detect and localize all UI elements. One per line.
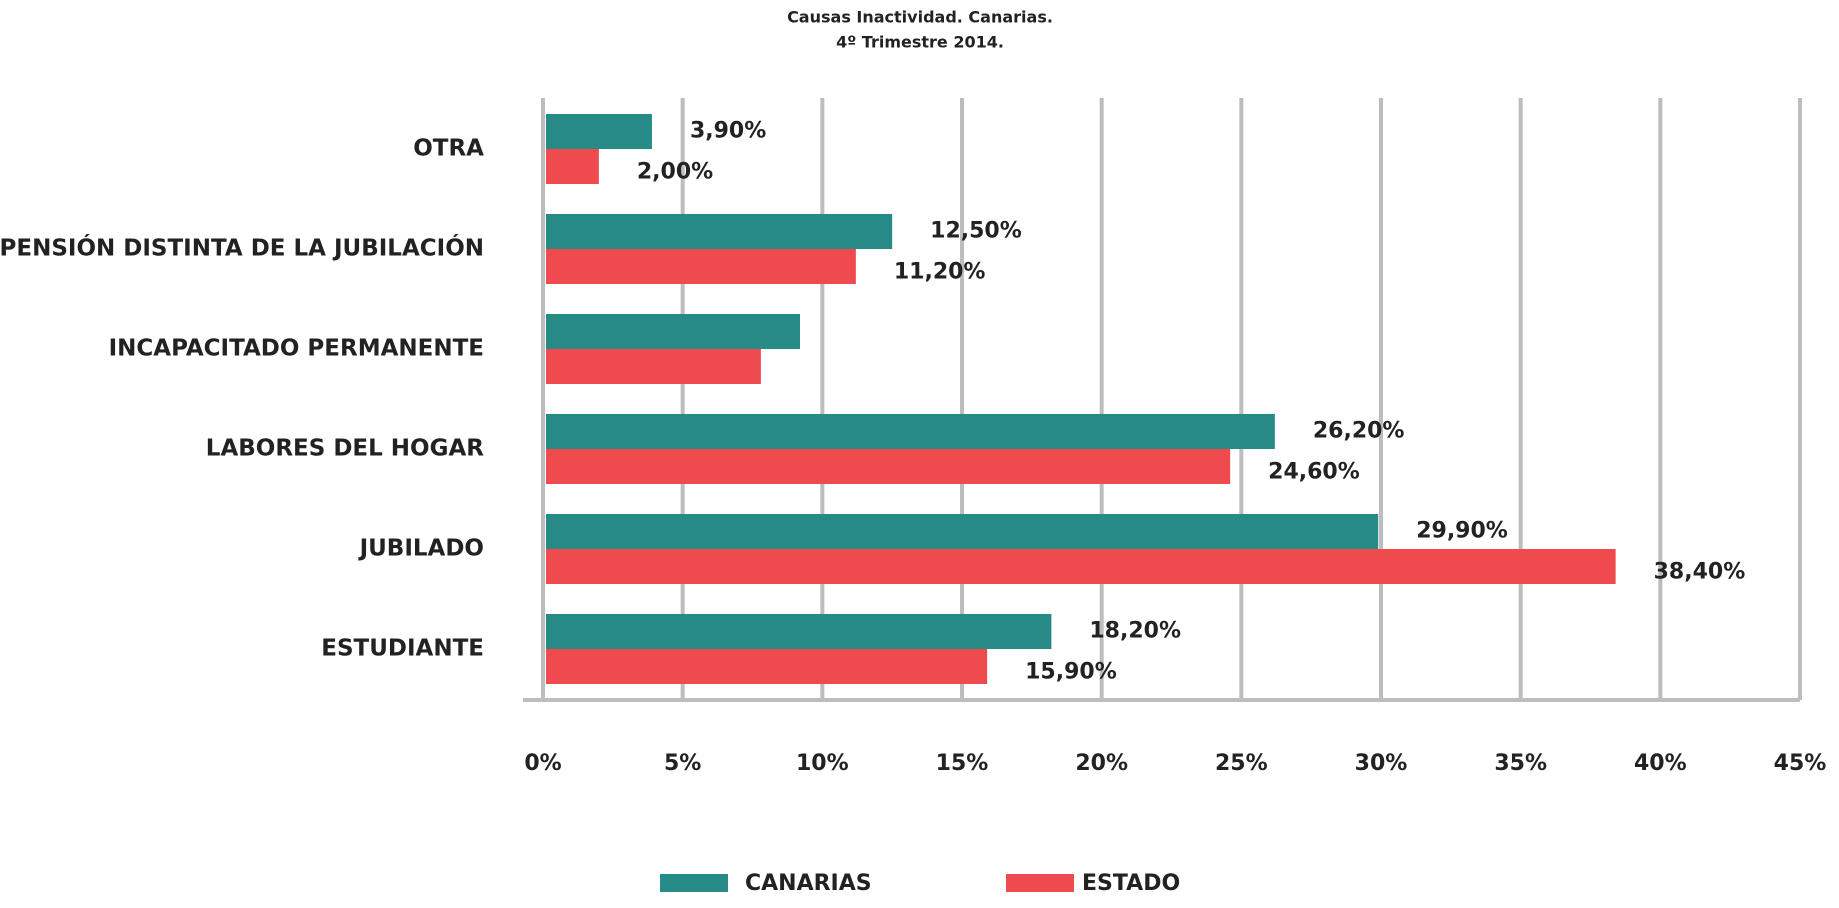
x-tick-label: 10% — [796, 751, 849, 776]
value-label: 15,90% — [1025, 660, 1117, 685]
legend-swatch — [1006, 874, 1074, 892]
value-label: 29,90% — [1416, 519, 1508, 544]
chart-title: Causas Inactividad. Canarias. — [787, 8, 1053, 27]
value-label: 24,60% — [1268, 460, 1360, 485]
value-label: 18,20% — [1089, 619, 1181, 644]
value-label: 3,90% — [690, 119, 766, 144]
category-label: LABORES DEL HOGAR — [206, 436, 484, 462]
bar — [546, 314, 800, 349]
x-tick-label: 35% — [1494, 751, 1547, 776]
category-label: INCAPACITADO PERMANENTE — [109, 336, 484, 362]
value-label: 11,20% — [894, 260, 986, 285]
category-label: ESTUDIANTE — [321, 636, 484, 662]
value-label: 38,40% — [1654, 560, 1746, 585]
value-label: 12,50% — [930, 219, 1022, 244]
x-tick-label: 0% — [524, 751, 561, 776]
legend-label: CANARIAS — [745, 871, 872, 896]
bar — [546, 449, 1231, 484]
bar — [546, 349, 761, 384]
bar — [546, 649, 988, 684]
bar — [546, 249, 856, 284]
category-label: JUBILADO — [358, 536, 484, 562]
value-label: 26,20% — [1313, 419, 1405, 444]
x-tick-label: 15% — [936, 751, 989, 776]
x-tick-label: 40% — [1634, 751, 1687, 776]
bar — [546, 514, 1379, 549]
bar — [546, 414, 1275, 449]
bar — [546, 149, 599, 184]
category-label: PENSIÓN DISTINTA DE LA JUBILACIÓN — [0, 234, 484, 262]
x-tick-label: 45% — [1774, 751, 1827, 776]
bar — [546, 214, 893, 249]
x-tick-label: 20% — [1075, 751, 1128, 776]
legend-swatch — [660, 874, 728, 892]
bar — [546, 549, 1616, 584]
chart-subtitle: 4º Trimestre 2014. — [836, 33, 1004, 52]
bar — [546, 614, 1052, 649]
bar — [546, 114, 652, 149]
value-label: 2,00% — [637, 160, 713, 185]
x-tick-label: 25% — [1215, 751, 1268, 776]
x-tick-label: 5% — [664, 751, 701, 776]
legend-label: ESTADO — [1082, 871, 1180, 896]
x-tick-label: 30% — [1355, 751, 1408, 776]
category-label: OTRA — [413, 136, 484, 162]
